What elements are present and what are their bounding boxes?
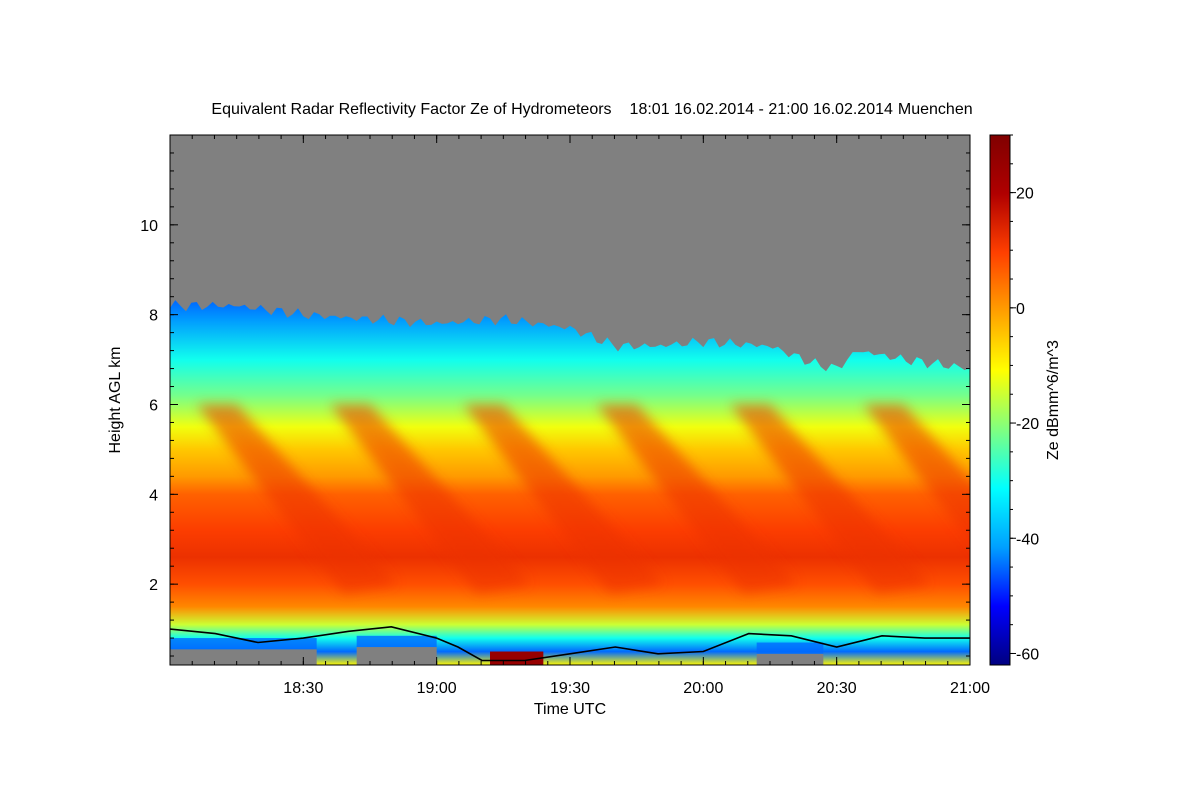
y-tick-label: 2 (149, 577, 158, 594)
x-axis-label: Time UTC (534, 701, 606, 718)
x-tick-label: 19:30 (550, 680, 590, 697)
y-tick-label: 10 (140, 218, 158, 235)
snow-streak (330, 404, 530, 594)
colorbar-tick-label: -40 (1016, 531, 1039, 548)
x-tick-label: 19:00 (417, 680, 457, 697)
reflectivity-heatmap (170, 300, 970, 665)
y-tick-label: 8 (149, 308, 158, 325)
y-tick-label: 6 (149, 397, 158, 414)
chart-title: Equivalent Radar Reflectivity Factor Ze … (211, 101, 972, 118)
x-tick-label: 21:00 (950, 680, 990, 697)
x-tick-label: 20:00 (683, 680, 723, 697)
low-level-edge (756, 642, 824, 654)
colorbar-tick-label: 20 (1016, 186, 1034, 203)
snow-streak (730, 404, 930, 594)
low-level-edge (356, 635, 437, 648)
axes: 18:30 19:00 19:30 20:00 20:30 21:00 2 4 6 8 10 (140, 135, 990, 697)
low-level-gap (356, 647, 437, 665)
colorbar-tick-label: -60 (1016, 646, 1039, 663)
colorbar-tick-label: -20 (1016, 416, 1039, 433)
colorbar-tick-label: 0 (1016, 301, 1025, 318)
x-tick-label: 20:30 (817, 680, 857, 697)
snow-streak (863, 404, 970, 542)
low-level-gap (170, 649, 317, 665)
colorbar (989, 134, 1011, 666)
y-axis-label: Height AGL km (107, 346, 124, 453)
cloud-base-line (170, 625, 970, 662)
x-tick-label: 18:30 (283, 680, 323, 697)
snow-streak (463, 404, 664, 594)
y-tick-label: 4 (149, 487, 158, 504)
low-level-edge (170, 638, 317, 650)
low-level-gap (756, 653, 824, 665)
colorbar-ticks: 20 0 -20 -40 -60 (1010, 134, 1039, 663)
snow-streak (196, 404, 397, 594)
snow-streak (596, 404, 797, 594)
colorbar-label: Ze dBmm^6/m^3 (1045, 340, 1062, 460)
